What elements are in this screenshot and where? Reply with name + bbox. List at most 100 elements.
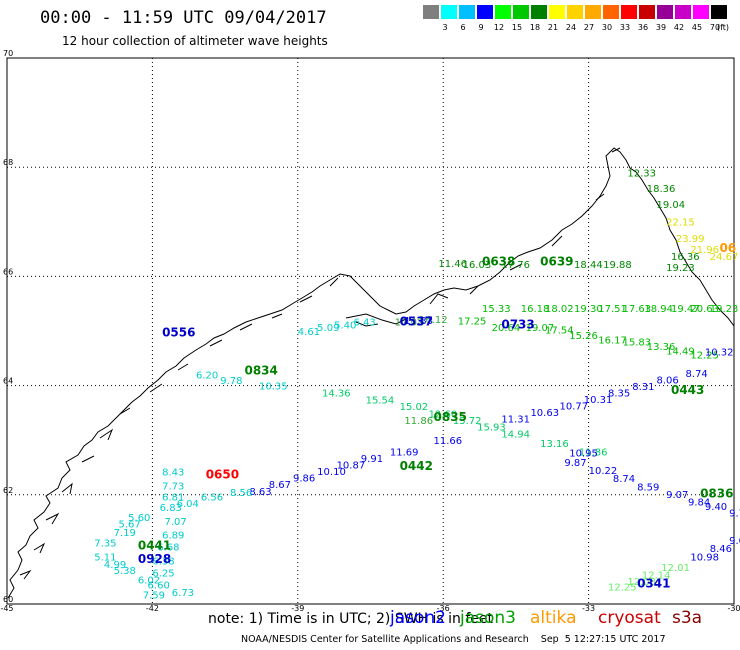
wave-height-value: 6.89	[162, 530, 184, 541]
colorbar-tick: 42	[673, 23, 685, 32]
pass-time-label: 0556	[162, 325, 195, 339]
colorbar-swatch	[603, 5, 619, 19]
wave-height-value: 11.33	[404, 316, 433, 327]
wave-height-value: 10.95	[569, 449, 598, 460]
legend-jason3: jason3	[460, 608, 516, 628]
wave-height-value: 14.49	[666, 346, 695, 357]
colorbar-tick: 36	[637, 23, 649, 32]
wave-height-value: 12.25	[690, 350, 719, 361]
wave-height-value: 19.30	[574, 304, 603, 315]
wave-height-value: 8.74	[613, 474, 635, 485]
colorbar-tick: 39	[655, 23, 667, 32]
legend-altika: altika	[530, 608, 577, 628]
pass-time-label: 0836	[700, 487, 733, 501]
wave-height-value: 15.54	[366, 396, 395, 407]
wave-height-value: 10.31	[584, 395, 613, 406]
wave-height-value: 6.68	[157, 542, 179, 553]
wave-height-value: 6.60	[148, 581, 170, 592]
colorbar-swatch	[441, 5, 457, 19]
colorbar-swatch	[585, 5, 601, 19]
wave-height-value: 15.02	[400, 402, 429, 413]
wave-height-value: 17.02	[395, 318, 424, 329]
wave-height-value: 6.02	[138, 575, 160, 586]
colorbar-tick: 30	[601, 23, 613, 32]
wave-height-value: 19.23	[710, 304, 739, 315]
longitude-label: -36	[437, 604, 450, 613]
wave-height-value: 10.77	[560, 402, 589, 413]
wave-height-value: 10.63	[530, 408, 559, 419]
wave-height-value: 10.32	[705, 348, 734, 359]
wave-height-value: 8.06	[656, 375, 678, 386]
wave-height-value: 6.81	[162, 492, 184, 503]
wave-height-value: 12.33	[627, 168, 656, 179]
wave-height-value: 5.60	[128, 513, 150, 524]
colorbar-swatch	[477, 5, 493, 19]
wave-height-value: 17.63	[623, 304, 652, 315]
wave-height-value: 11.86	[404, 416, 433, 427]
pass-time-label: 0650	[206, 467, 239, 481]
latitude-label: 66	[3, 267, 13, 276]
pass-time-label: 0442	[400, 459, 433, 473]
pass-time-label: 0835	[434, 410, 467, 424]
longitude-label: -45	[0, 604, 13, 613]
coast-detail-south	[19, 277, 339, 580]
colorbar-tick: 45	[691, 23, 703, 32]
wave-height-value: 16.17	[598, 336, 627, 347]
wave-height-value: 17.54	[545, 326, 574, 337]
wave-height-value: 18.36	[647, 184, 676, 195]
colorbar-tick: 27	[583, 23, 595, 32]
wave-height-tracks: 4.615.095.406.436.20 9.78 10.3514.3615.541…	[94, 168, 740, 601]
wave-height-value: 6.38	[152, 557, 174, 568]
colorbar-swatch	[459, 5, 475, 19]
map-subtitle: 12 hour collection of altimeter wave hei…	[62, 34, 328, 48]
wave-height-value: 10.10	[317, 467, 346, 478]
wave-height-value: 11.86	[579, 447, 608, 458]
wave-height-value: 9.87	[564, 458, 586, 469]
pass-time-label: 0733	[501, 317, 534, 331]
wave-height-value: 16.18	[521, 304, 550, 315]
wave-height-value: 18.02	[545, 304, 574, 315]
wave-height-value: 6.73	[172, 588, 194, 599]
wave-height-value: 5.40	[334, 320, 356, 331]
wave-height-value: 12.60	[429, 409, 458, 420]
wave-height-value: 12.25	[608, 582, 637, 593]
pass-time-label: 0537	[400, 315, 433, 329]
wave-height-value: 8.56	[230, 488, 252, 499]
wave-height-value: 9.04	[729, 536, 740, 547]
colorbar-tick: 3	[442, 23, 448, 32]
longitude-label: -42	[146, 604, 159, 613]
wave-height-value: 22.15	[666, 218, 695, 229]
wave-height-value: 9.78	[220, 376, 242, 387]
longitude-label: -30	[727, 604, 740, 613]
wave-height-value: 20.64	[492, 323, 521, 334]
map-title: 00:00 - 11:59 UTC 09/04/2017	[40, 8, 327, 28]
wave-height-value: 12.08	[627, 577, 656, 588]
wave-height-value: 6.83	[160, 503, 182, 514]
wave-height-value: 7.73	[162, 481, 184, 492]
wave-height-value: 9.91	[361, 454, 383, 465]
wave-height-value: 6.04	[177, 499, 199, 510]
wave-height-value: 7.19	[114, 528, 136, 539]
latitude-label: 68	[3, 158, 13, 167]
legend-jason2: jason2	[390, 608, 446, 628]
pass-time-label: 0834	[244, 364, 277, 378]
colorbar-swatch	[531, 5, 547, 19]
colorbar-tick: 6	[460, 23, 466, 32]
latitude-label: 60	[3, 595, 13, 604]
wave-height-value: 18.94	[644, 304, 673, 315]
wave-height-value: 9.07	[666, 490, 688, 501]
longitude-label: -33	[582, 604, 595, 613]
wave-height-value: 9.84	[688, 498, 710, 509]
pass-time-label: 0441	[138, 538, 171, 552]
wave-height-value: 8.63	[249, 487, 271, 498]
wave-height-value: 8.31	[632, 382, 654, 393]
wave-height-value: 10.98	[690, 552, 719, 563]
colorbar-swatch	[495, 5, 511, 19]
wave-height-value: 5.09	[317, 323, 339, 334]
wave-height-value: 19.04	[656, 200, 685, 211]
wave-height-value: 13.16	[540, 439, 569, 450]
wave-height-value: 17.25	[458, 316, 487, 327]
colorbar-swatch	[549, 5, 565, 19]
